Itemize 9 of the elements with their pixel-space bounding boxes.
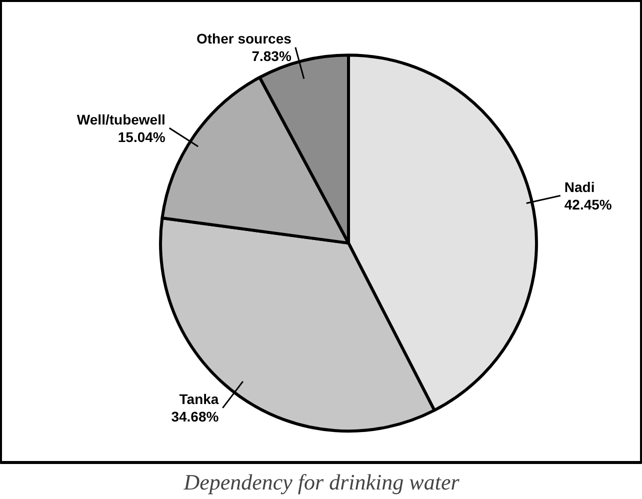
data-label: 34.68% bbox=[171, 408, 220, 425]
data-label: 15.04% bbox=[118, 128, 166, 145]
data-label: 7.83% bbox=[252, 48, 292, 64]
text: Dependency for drinking water bbox=[182, 470, 460, 494]
slice-label: Well/tubewell bbox=[76, 111, 166, 128]
data-label: 42.45% bbox=[564, 196, 612, 212]
slice-label: Tanka bbox=[179, 391, 219, 408]
slice-label: Nadi bbox=[564, 178, 595, 195]
slice-label: Other sources bbox=[196, 30, 292, 47]
